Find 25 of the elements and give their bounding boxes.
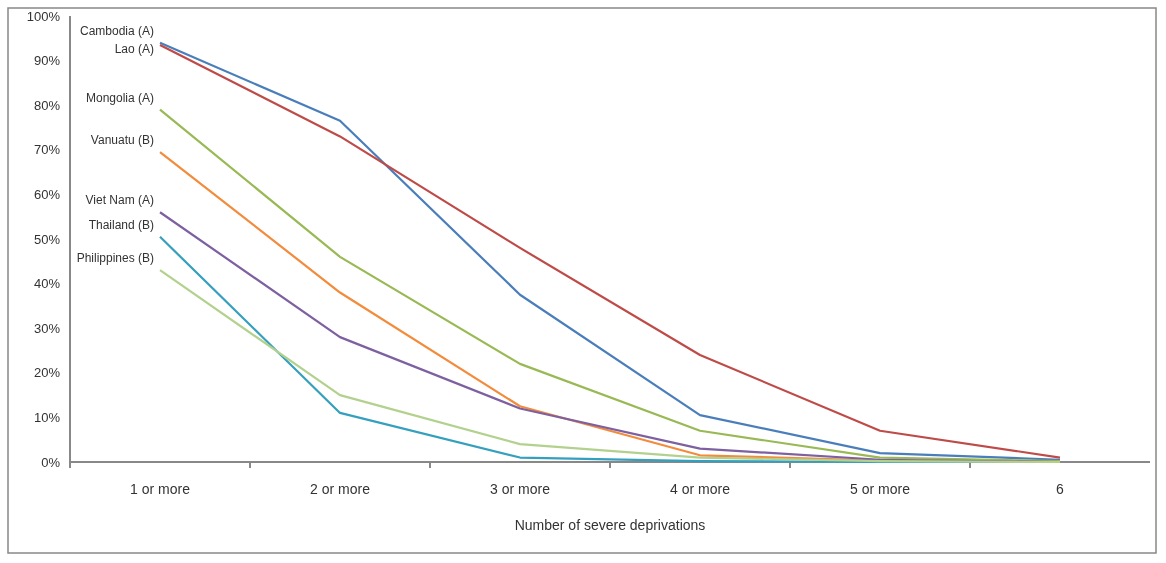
series-label: Mongolia (A): [85, 90, 154, 105]
y-tick-label: 70%: [33, 142, 61, 158]
y-tick-label: 30%: [33, 320, 61, 336]
x-tick-label: 5 or more: [850, 481, 911, 497]
y-tick-label: 100%: [26, 8, 61, 24]
series-label: Philippines (B): [76, 251, 154, 266]
series-label: Viet Nam (A): [85, 193, 154, 208]
y-tick-label: 20%: [33, 365, 61, 381]
x-axis-title: Number of severe deprivations: [514, 517, 706, 533]
x-tick-label: 6: [1056, 481, 1065, 497]
series-label: Cambodia (A): [79, 23, 154, 38]
y-tick-label: 60%: [33, 186, 61, 202]
series-label: Lao (A): [114, 41, 154, 56]
y-tick-label: 0%: [41, 454, 61, 470]
y-tick-label: 90%: [33, 53, 61, 69]
y-tick-label: 80%: [33, 97, 61, 113]
x-tick-label: 2 or more: [310, 481, 371, 497]
series-label: Vanuatu (B): [90, 133, 154, 148]
x-tick-label: 1 or more: [130, 481, 191, 497]
x-tick-label: 3 or more: [490, 481, 551, 497]
y-tick-label: 40%: [33, 276, 61, 292]
y-tick-label: 50%: [33, 231, 61, 247]
x-tick-label: 4 or more: [670, 481, 731, 497]
series-label: Thailand (B): [88, 217, 154, 232]
y-tick-label: 10%: [33, 409, 61, 425]
